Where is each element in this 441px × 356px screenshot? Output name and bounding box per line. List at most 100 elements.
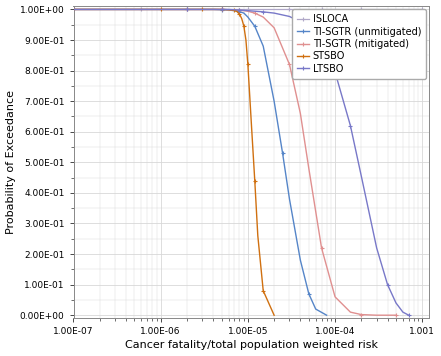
TI-SGTR (mitigated) [184,7,190,11]
Line: TI-SGTR (mitigated): TI-SGTR (mitigated) [71,7,398,317]
TI-SGTR (mitigated) [252,11,258,15]
ISLOCA [287,7,292,11]
Line: TI-SGTR (unmitigated): TI-SGTR (unmitigated) [71,7,329,317]
ISLOCA [232,7,237,11]
LTSBO [71,7,76,11]
LTSBO [393,301,399,305]
LTSBO [200,7,205,11]
LTSBO [184,7,190,11]
LTSBO [319,40,324,44]
STSBO [226,7,231,12]
TI-SGTR (unmitigated) [313,307,318,311]
STSBO [232,8,237,12]
STSBO [184,7,190,11]
ISLOCA [200,7,205,11]
LTSBO [261,10,266,14]
TI-SGTR (mitigated) [385,313,390,317]
TI-SGTR (mitigated) [237,8,242,12]
TI-SGTR (unmitigated) [226,8,231,12]
TI-SGTR (mitigated) [272,26,277,30]
TI-SGTR (unmitigated) [158,7,163,11]
STSBO [71,7,76,11]
LTSBO [219,7,224,11]
ISLOCA [184,7,190,11]
LTSBO [132,7,137,11]
LTSBO [406,313,411,317]
LTSBO [400,310,406,314]
TI-SGTR (unmitigated) [210,7,216,11]
STSBO [255,234,261,238]
TI-SGTR (unmitigated) [232,9,237,13]
Line: LTSBO: LTSBO [71,7,411,317]
STSBO [245,62,250,67]
ISLOCA [306,7,311,11]
TI-SGTR (unmitigated) [252,24,258,28]
Line: STSBO: STSBO [71,7,276,317]
LTSBO [226,7,231,11]
TI-SGTR (unmitigated) [219,7,224,12]
TI-SGTR (mitigated) [348,310,353,314]
LTSBO [232,7,237,12]
TI-SGTR (unmitigated) [132,7,137,11]
LTSBO [287,14,292,19]
LTSBO [359,174,364,178]
TI-SGTR (mitigated) [241,9,247,13]
ISLOCA [393,7,399,11]
TI-SGTR (unmitigated) [306,292,311,296]
STSBO [132,7,137,11]
TI-SGTR (mitigated) [245,9,250,14]
TI-SGTR (unmitigated) [261,44,266,48]
ISLOCA [219,7,224,11]
STSBO [252,178,258,183]
LTSBO [245,9,250,13]
STSBO [158,7,163,11]
TI-SGTR (unmitigated) [245,15,250,19]
STSBO [261,289,266,293]
TI-SGTR (mitigated) [71,7,76,11]
TI-SGTR (mitigated) [219,7,224,11]
LTSBO [374,246,379,250]
TI-SGTR (unmitigated) [272,99,277,103]
TI-SGTR (mitigated) [132,7,137,11]
ISLOCA [319,7,324,11]
TI-SGTR (unmitigated) [324,313,329,317]
LTSBO [385,282,390,287]
TI-SGTR (mitigated) [200,7,205,11]
STSBO [234,9,239,14]
ISLOCA [333,7,338,11]
STSBO [237,12,242,16]
TI-SGTR (unmitigated) [287,197,292,201]
STSBO [272,313,277,317]
TI-SGTR (mitigated) [261,15,266,19]
TI-SGTR (mitigated) [226,7,231,12]
ISLOCA [359,7,364,11]
TI-SGTR (unmitigated) [298,258,303,262]
ISLOCA [272,7,277,11]
ISLOCA [419,7,425,11]
TI-SGTR (unmitigated) [71,7,76,11]
ISLOCA [139,7,144,11]
Legend: ISLOCA, TI-SGTR (unmitigated), TI-SGTR (mitigated), STSBO, LTSBO: ISLOCA, TI-SGTR (unmitigated), TI-SGTR (… [292,9,426,79]
STSBO [200,7,205,11]
TI-SGTR (unmitigated) [200,7,205,11]
TI-SGTR (mitigated) [393,313,399,317]
LTSBO [237,8,242,12]
TI-SGTR (unmitigated) [280,151,285,155]
ISLOCA [158,7,163,11]
Line: ISLOCA: ISLOCA [71,7,424,11]
Y-axis label: Probability of Exceedance: Probability of Exceedance [6,90,15,234]
TI-SGTR (mitigated) [158,7,163,11]
TI-SGTR (mitigated) [287,62,292,67]
TI-SGTR (unmitigated) [184,7,190,11]
ISLOCA [112,7,118,11]
LTSBO [158,7,163,11]
TI-SGTR (mitigated) [359,313,364,317]
X-axis label: Cancer fatality/total population weighted risk: Cancer fatality/total population weighte… [125,340,378,350]
TI-SGTR (mitigated) [374,313,379,317]
TI-SGTR (mitigated) [210,7,216,11]
ISLOCA [245,7,250,11]
STSBO [239,16,244,21]
STSBO [241,24,247,28]
TI-SGTR (unmitigated) [237,9,242,14]
TI-SGTR (mitigated) [232,8,237,12]
